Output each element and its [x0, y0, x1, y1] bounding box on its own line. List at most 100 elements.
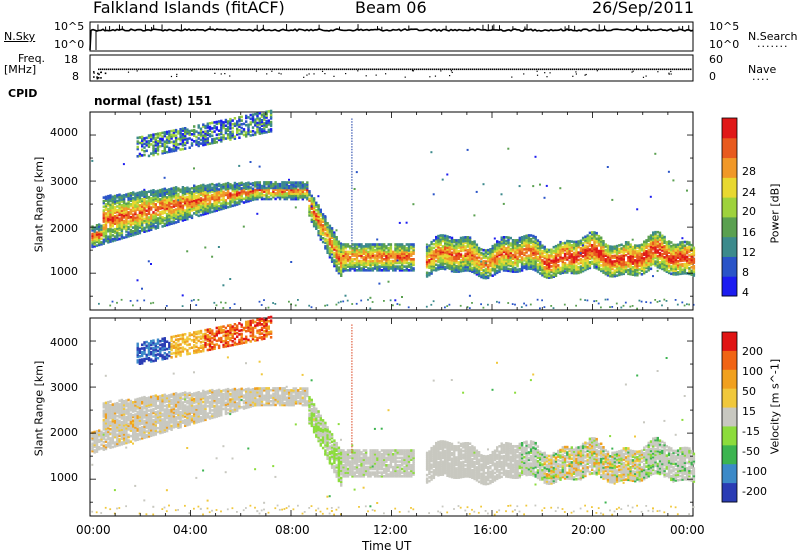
power-cell — [195, 209, 198, 213]
power-cell — [351, 252, 354, 255]
power-cell — [459, 247, 463, 251]
power-cell — [165, 130, 169, 134]
power-cell — [118, 228, 121, 232]
power-cell — [104, 199, 108, 202]
power-cell — [136, 197, 139, 200]
power-cell — [93, 232, 96, 235]
power-cell — [211, 141, 214, 145]
power-cell — [634, 264, 637, 268]
power-cell — [109, 199, 112, 203]
power-cell — [563, 247, 567, 250]
power-cell — [120, 203, 124, 207]
power-cell — [328, 254, 332, 257]
power-cell — [306, 186, 309, 190]
power-cell — [466, 148, 469, 151]
power-cell — [163, 189, 166, 192]
power-cell — [199, 186, 203, 189]
freq-dot — [662, 68, 664, 71]
power-cell — [294, 197, 298, 201]
nave-dot — [511, 76, 513, 78]
power-cell — [656, 258, 659, 262]
power-cell — [143, 195, 146, 198]
power-cell — [344, 261, 347, 265]
power-cell — [351, 254, 354, 257]
power-cell — [622, 255, 625, 259]
power-cell — [532, 260, 535, 264]
power-cell — [457, 268, 460, 271]
power-cell — [500, 247, 503, 250]
power-cell — [208, 190, 212, 194]
power-cell — [195, 139, 198, 143]
power-cell — [410, 246, 413, 250]
freq-dot — [608, 68, 610, 71]
power-cell — [333, 233, 336, 236]
power-cell — [634, 259, 637, 262]
power-cell — [220, 198, 223, 202]
power-cell — [168, 219, 171, 222]
power-cell — [665, 250, 668, 253]
power-cell — [337, 269, 341, 273]
power-cell — [643, 271, 646, 275]
power-cell — [658, 244, 662, 247]
power-cell — [317, 195, 320, 198]
power-cell — [154, 219, 157, 223]
power-cell — [281, 188, 284, 192]
power-cell — [586, 256, 589, 259]
power-cell — [120, 209, 124, 212]
power-cell — [294, 185, 298, 188]
power-cell — [165, 220, 169, 223]
power-cell — [516, 264, 519, 268]
power-cell — [480, 275, 483, 279]
power-cell — [376, 254, 379, 257]
power-cell — [122, 225, 126, 228]
power-cell — [95, 233, 99, 236]
power-cell — [116, 236, 119, 240]
power-cell — [600, 253, 603, 256]
power-cell — [267, 190, 270, 193]
power-cell — [672, 243, 675, 247]
power-cell — [604, 250, 607, 254]
power-cell — [520, 237, 524, 241]
power-cell — [645, 264, 648, 268]
power-cell — [674, 243, 678, 247]
power-cell — [120, 298, 123, 301]
power-cell — [600, 247, 603, 251]
power-cell — [111, 195, 114, 199]
power-cell — [572, 262, 576, 266]
power-cell — [317, 218, 320, 222]
power-cell — [303, 192, 307, 195]
freq-dot — [532, 68, 534, 71]
freq-dot — [366, 68, 368, 71]
power-cell — [308, 206, 311, 210]
power-cell — [141, 221, 144, 225]
power-cell — [220, 185, 223, 189]
power-cell — [552, 264, 555, 267]
power-cell — [448, 265, 451, 269]
power-cell — [674, 249, 678, 252]
power-cell — [591, 251, 594, 254]
power-cell — [120, 214, 124, 218]
freq-dot — [222, 68, 224, 71]
power-cell — [579, 257, 583, 261]
power-cell — [430, 261, 433, 264]
power-cell — [174, 208, 178, 211]
power-cell — [373, 254, 377, 257]
power-cell — [676, 252, 680, 256]
power-cell — [269, 111, 273, 115]
power-cell — [548, 270, 551, 274]
power-cell — [120, 205, 124, 209]
power-cell — [672, 260, 675, 263]
freq-dot — [318, 68, 320, 71]
power-cell — [134, 194, 137, 197]
power-cell — [104, 225, 108, 228]
power-cell — [570, 240, 573, 243]
power-cell — [557, 254, 560, 258]
power-cell — [502, 258, 506, 261]
power-cell — [572, 255, 576, 258]
power-cell — [129, 225, 133, 228]
power-cell — [254, 188, 257, 192]
power-cell — [543, 262, 546, 265]
power-cell — [340, 248, 343, 252]
power-cell — [527, 247, 531, 250]
